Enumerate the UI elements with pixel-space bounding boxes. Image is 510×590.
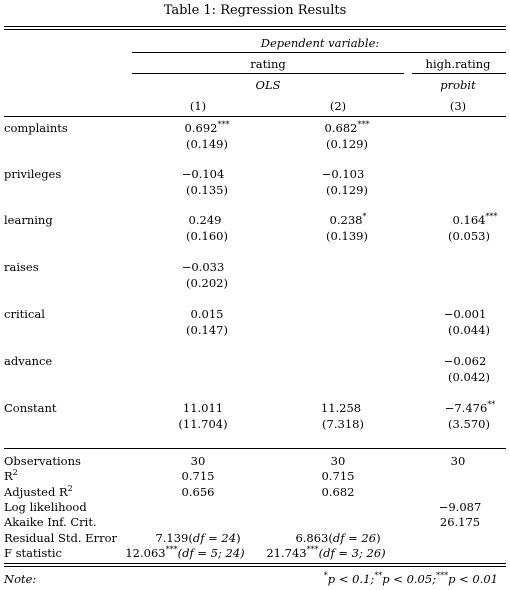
se-cell: (0.135) — [186, 183, 228, 197]
stats-rule — [4, 448, 506, 449]
stat-label-adjusted-r2: Adjusted R2 — [4, 484, 73, 499]
row-label-raises: raises — [4, 260, 39, 274]
se-cell: (0.160) — [186, 229, 228, 243]
coef-cell: −0.104 — [181, 167, 225, 181]
column-number-3: (3) — [449, 99, 467, 113]
stat-cell: 0.656 — [181, 485, 215, 499]
dep-var-high-rating: high.rating — [425, 57, 491, 71]
stat-cell: 30 — [190, 454, 206, 468]
stat-cell: 26.175 — [439, 515, 481, 529]
coef-cell: 11.258 — [320, 401, 362, 415]
se-cell: (11.704) — [178, 417, 228, 431]
stat-label-observations: Observations — [4, 454, 81, 468]
bottom-rule-2 — [4, 566, 506, 567]
model-probit: probit — [440, 78, 476, 92]
se-cell: (7.318) — [322, 417, 364, 431]
row-label-constant: Constant — [4, 401, 57, 415]
row-label-learning: learning — [4, 213, 53, 227]
high-rating-rule — [412, 73, 506, 74]
se-cell: (0.147) — [186, 323, 228, 337]
stat-cell: 0.715 — [321, 469, 355, 483]
coef-cell: 0.692*** — [184, 120, 230, 135]
coef-cell: −0.033 — [181, 260, 225, 274]
row-label-complaints: complaints — [4, 121, 68, 135]
bottom-rule — [4, 563, 506, 564]
rating-rule — [132, 73, 404, 74]
se-cell: (0.149) — [186, 137, 228, 151]
se-cell: (0.042) — [448, 370, 490, 384]
coef-cell: −0.103 — [321, 167, 365, 181]
stat-label-log-likelihood: Log likelihood — [4, 500, 87, 514]
coef-cell: −7.476** — [444, 400, 496, 415]
se-cell: (3.570) — [448, 417, 490, 431]
stat-label-residual-se: Residual Std. Error — [4, 531, 117, 545]
header-rule — [4, 116, 506, 117]
table-title: Table 1: Regression Results — [163, 3, 347, 18]
stat-cell: 21.743***(df = 3; 26) — [266, 545, 386, 560]
stat-label-r2: R2 — [4, 468, 18, 483]
stat-cell: 12.063***(df = 5; 24) — [125, 545, 245, 560]
se-cell: (0.053) — [448, 229, 490, 243]
stat-label-f-statistic: F statistic — [4, 546, 62, 560]
coef-cell: 0.249 — [188, 213, 222, 227]
top-rule-2 — [4, 29, 506, 30]
coef-cell: −0.062 — [443, 354, 487, 368]
se-cell: (0.202) — [186, 276, 228, 290]
note-label: Note: — [4, 572, 37, 586]
top-rule — [4, 26, 506, 27]
significance-note: *p < 0.1;**p < 0.05;***p < 0.01 — [323, 571, 498, 586]
stat-cell: 6.863(df = 26) — [295, 531, 381, 545]
stat-cell: −9.087 — [438, 500, 482, 514]
se-cell: (0.129) — [326, 183, 368, 197]
se-cell: (0.139) — [326, 229, 368, 243]
stat-cell: 7.139(df = 24) — [155, 531, 241, 545]
model-ols: OLS — [255, 78, 281, 92]
row-label-privileges: privileges — [4, 167, 62, 181]
coef-cell: 11.011 — [182, 401, 224, 415]
stat-cell: 30 — [450, 454, 466, 468]
coef-cell: 0.164*** — [452, 212, 498, 227]
column-number-1: (1) — [189, 99, 207, 113]
stat-cell: 0.715 — [181, 469, 215, 483]
column-number-2: (2) — [329, 99, 347, 113]
stat-label-aic: Akaike Inf. Crit. — [4, 515, 97, 529]
se-cell: (0.129) — [326, 137, 368, 151]
stat-cell: 0.682 — [321, 485, 355, 499]
dep-var-rating: rating — [250, 57, 286, 71]
stat-cell: 30 — [330, 454, 346, 468]
coef-cell: 0.238* — [329, 212, 367, 227]
coef-cell: 0.015 — [190, 307, 224, 321]
row-label-advance: advance — [4, 354, 53, 368]
coef-cell: −0.001 — [443, 307, 487, 321]
row-label-critical: critical — [4, 307, 45, 321]
dependent-variable-rule — [132, 52, 506, 53]
coef-cell: 0.682*** — [324, 120, 370, 135]
dependent-variable-header: Dependent variable: — [260, 36, 380, 50]
se-cell: (0.044) — [448, 323, 490, 337]
